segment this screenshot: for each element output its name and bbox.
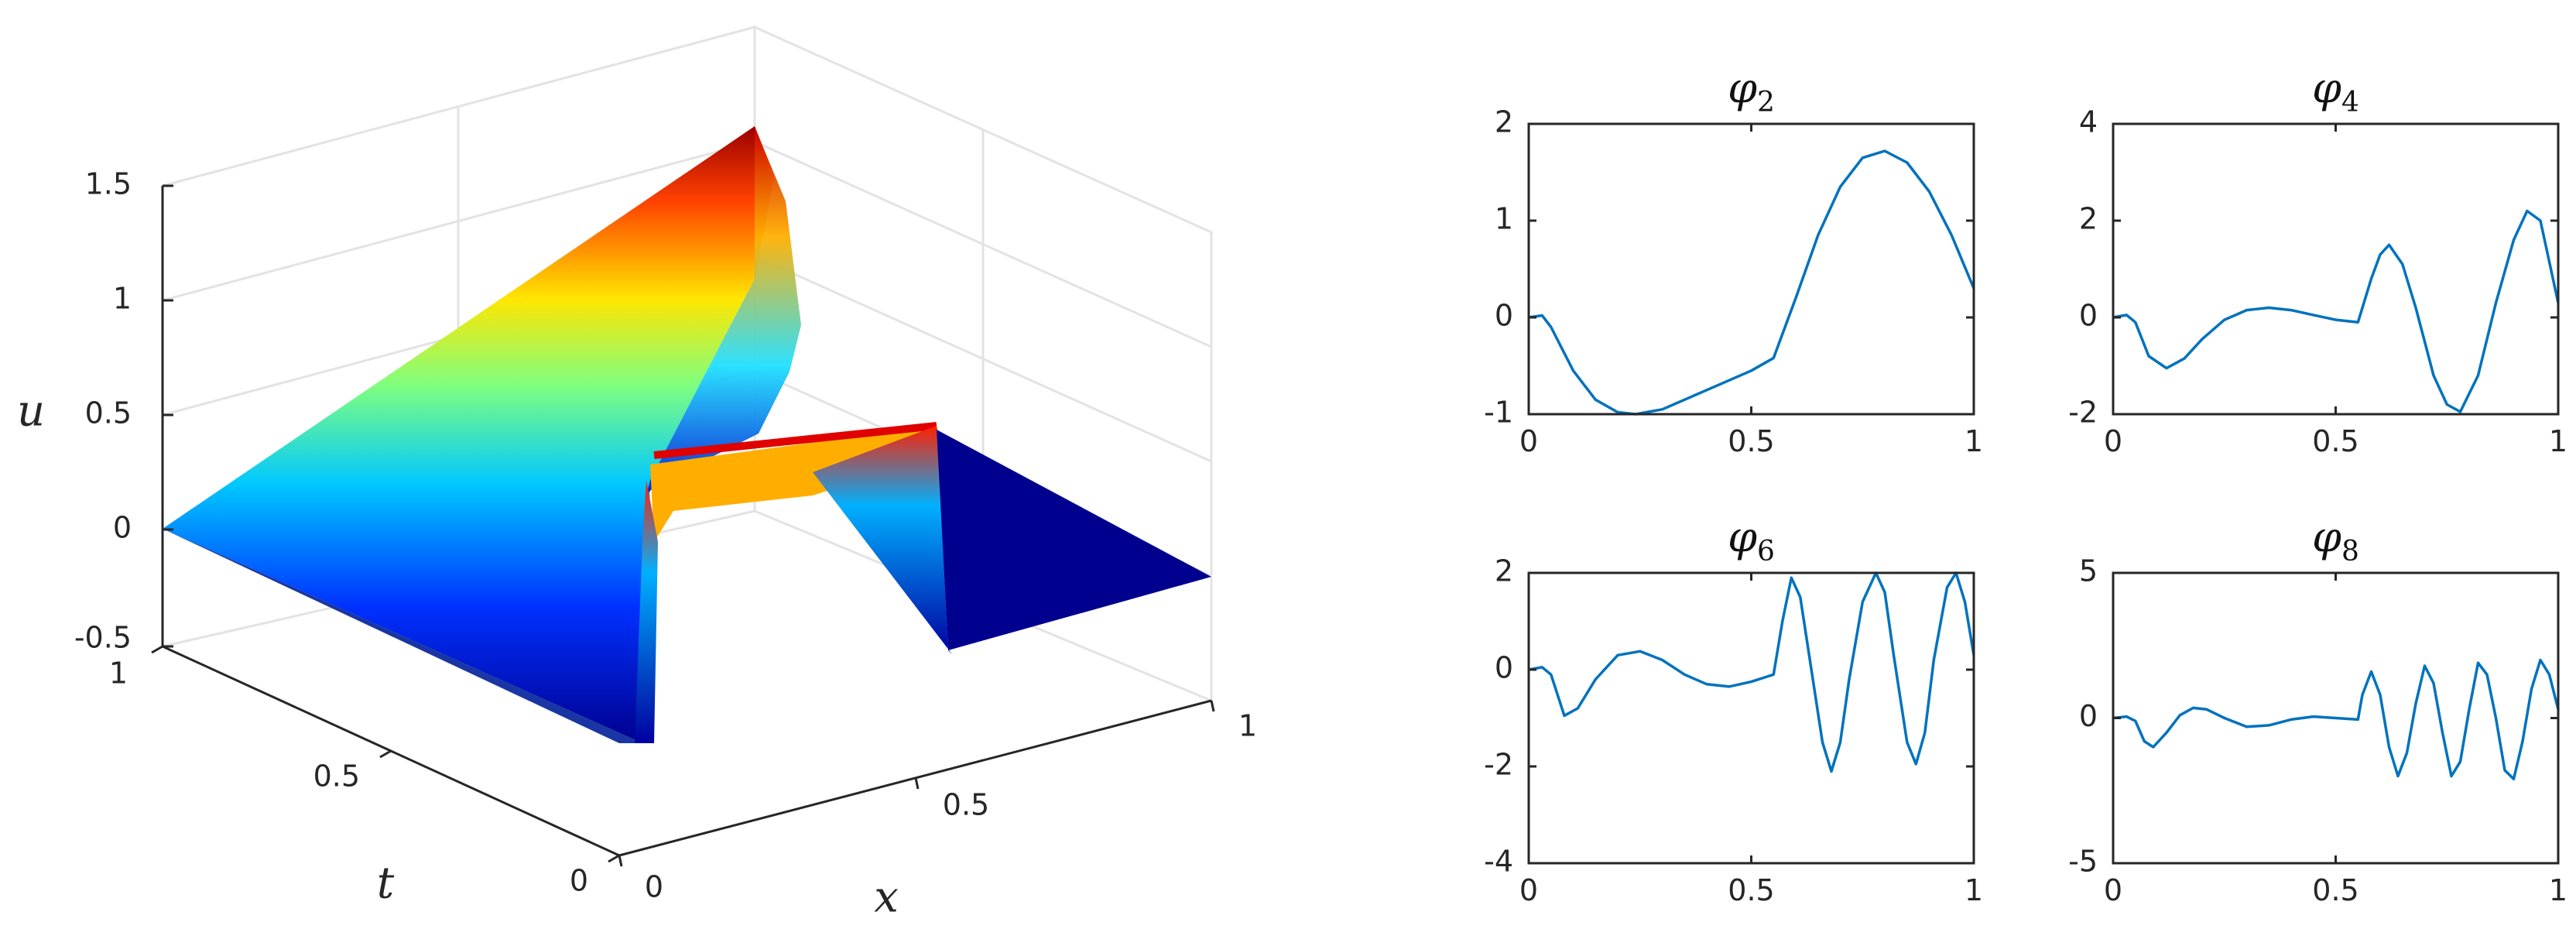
y-tick-label: -4 (1484, 845, 1513, 879)
y-tick-label: 1 (1495, 202, 1513, 236)
t-tick-label: 1 (109, 656, 128, 691)
x-tick-label: 1 (1238, 709, 1257, 743)
surface-x-tick-labels: 0 0.5 1 (645, 709, 1257, 904)
plot-title: φ2 (1728, 63, 1775, 118)
x-tick-label: 0.5 (943, 788, 989, 822)
plot-title-subscript: 4 (2341, 87, 2359, 118)
surface-panel: 1.5 1 0.5 0 -0.5 1 0.5 0 0 0.5 1 u t x (17, 25, 1257, 923)
x-tick-label: 0.5 (1728, 424, 1774, 458)
plot-title: φ4 (2312, 63, 2359, 118)
surface-xlabel: x (874, 872, 899, 923)
t-tick-label: 0.5 (313, 759, 360, 794)
surface-flat-right (937, 430, 1211, 650)
surface-mesh (163, 126, 1211, 743)
z-tick-label: 0 (113, 511, 132, 545)
y-tick-label: -5 (2068, 845, 2098, 879)
plot-title-subscript: 6 (1757, 536, 1775, 567)
y-tick-label: 0 (2079, 699, 2098, 733)
z-tick-label: 1.5 (85, 167, 132, 201)
y-tick-label: -1 (1484, 396, 1513, 430)
surface-z-tick-labels: 1.5 1 0.5 0 -0.5 (74, 167, 132, 655)
y-tick-label: 2 (2079, 202, 2098, 236)
x-tick-label: 0 (1519, 873, 1538, 907)
plot-title-base: φ (1728, 512, 1757, 561)
y-tick-label: 4 (2079, 105, 2098, 139)
y-tick-label: 5 (2079, 554, 2098, 588)
plot-panel-phi6: φ6 -4 -2 0 2 0 0.5 1 (1484, 512, 1983, 907)
plot-title-subscript: 2 (1757, 87, 1775, 118)
z-tick-label: 0.5 (85, 396, 132, 430)
x-tick-label: 0 (1519, 424, 1538, 458)
y-tick-label: -2 (2068, 396, 2098, 430)
plot-title: φ6 (1728, 512, 1775, 567)
x-tick-label: 0.5 (2312, 424, 2358, 458)
surface-tlabel: t (377, 859, 395, 909)
x-tick-label: 0.5 (2312, 873, 2358, 907)
plot-title-base: φ (1728, 63, 1757, 112)
y-tick-label: 0 (1495, 299, 1513, 333)
x-tick-label: 0 (2104, 873, 2122, 907)
x-tick-label: 1 (2549, 424, 2567, 458)
surface-drop (813, 426, 952, 654)
surface-left-face (163, 126, 774, 743)
plot-title-base: φ (2312, 63, 2341, 112)
t-tick-label: 0 (570, 864, 588, 898)
surface-t-tick-labels: 1 0.5 0 (109, 656, 588, 898)
y-tick-label: 2 (1495, 554, 1513, 588)
surface-axes (151, 184, 1215, 867)
x-tick-label: 1 (2549, 873, 2567, 907)
plot-title: φ8 (2312, 512, 2359, 567)
x-tick-label: 0.5 (1728, 873, 1774, 907)
x-tick-label: 0 (2104, 424, 2122, 458)
surface-ridge (646, 126, 801, 495)
y-tick-label: 0 (2079, 299, 2098, 333)
x-tick-label: 0 (645, 870, 663, 904)
z-tick-label: 1 (113, 282, 132, 316)
surface-zlabel: u (17, 386, 45, 437)
y-tick-label: -2 (1484, 748, 1513, 782)
axes-box (2112, 122, 2560, 416)
x-tick-label: 1 (1965, 424, 1983, 458)
plot-title-base: φ (2312, 512, 2341, 561)
z-tick-label: -0.5 (74, 621, 132, 655)
surface-left-dark-face (163, 529, 642, 743)
series-line (2112, 658, 2560, 781)
axes-box (1527, 571, 1975, 865)
series-line (2112, 209, 2560, 413)
series-line (1528, 149, 1975, 416)
x-tick-label: 1 (1965, 873, 1983, 907)
y-tick-label: 2 (1495, 105, 1513, 139)
series-line (1528, 571, 1975, 773)
y-tick-label: 0 (1495, 651, 1513, 685)
plot-title-subscript: 8 (2341, 536, 2359, 567)
